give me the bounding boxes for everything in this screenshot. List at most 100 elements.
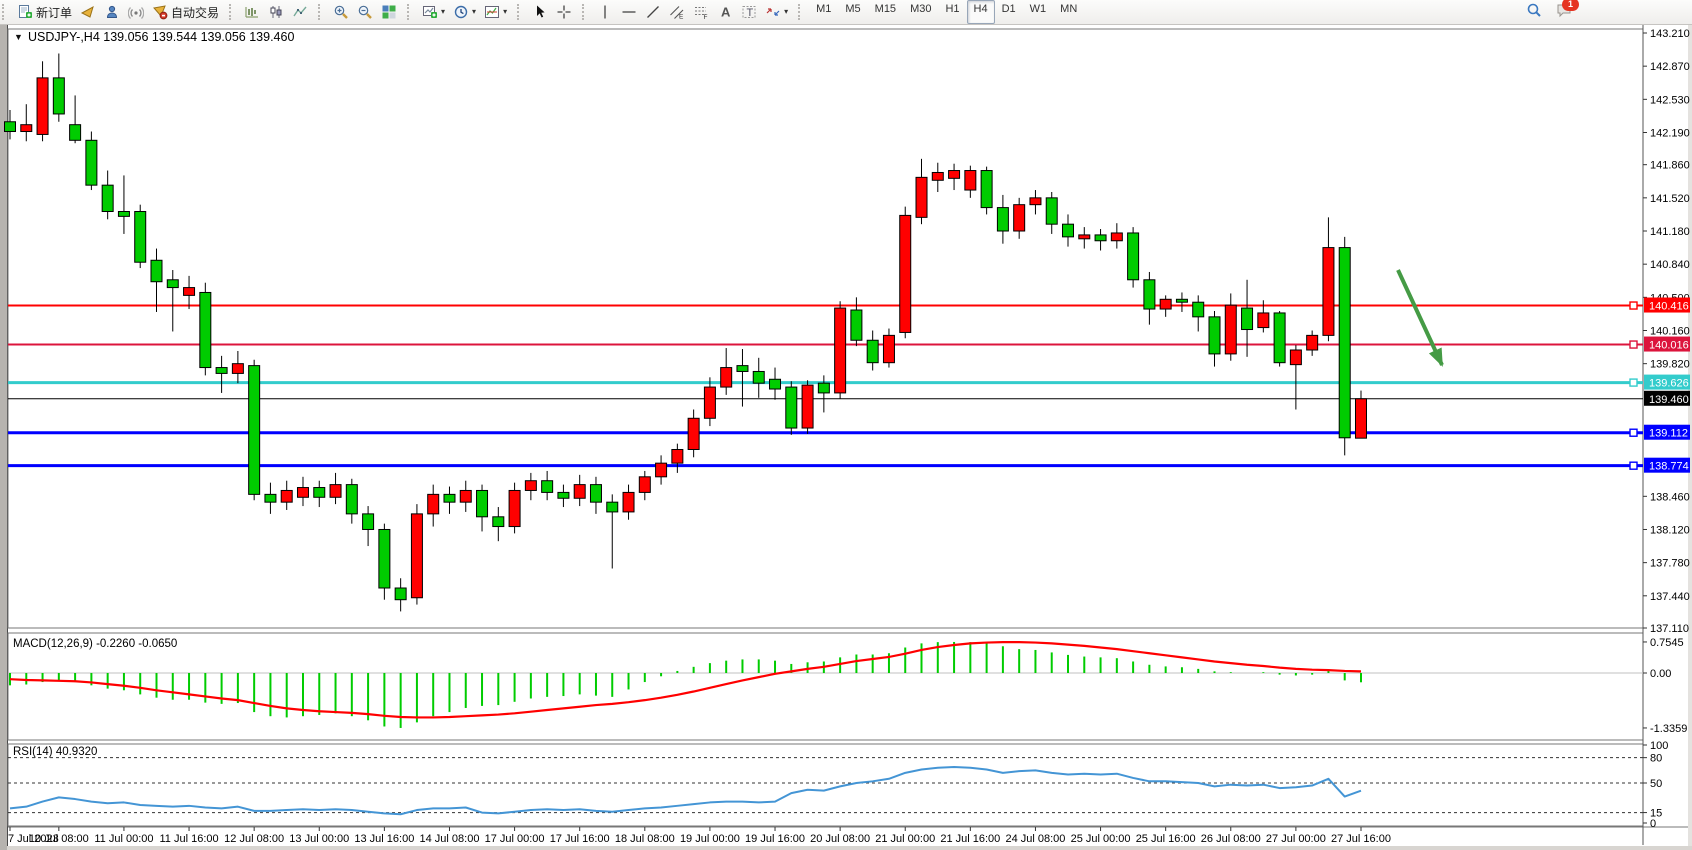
text-button[interactable]: A xyxy=(713,0,737,24)
hline-icon xyxy=(622,11,636,13)
date-tick-label: 21 Jul 16:00 xyxy=(940,833,1000,845)
candle xyxy=(541,480,554,493)
date-tick-label: 19 Jul 00:00 xyxy=(680,833,740,845)
templates-button[interactable]: ▾ xyxy=(480,0,511,24)
metaeditor-button[interactable] xyxy=(76,0,100,24)
macd-histogram xyxy=(9,641,1362,728)
rsi-pane[interactable] xyxy=(7,743,1644,827)
date-tick-label: 17 Jul 16:00 xyxy=(550,833,610,845)
arrows-icon xyxy=(766,8,780,16)
crosshair-button[interactable] xyxy=(552,0,576,24)
date-tick-label: 7 Jul 2023 xyxy=(8,833,59,845)
rsi-scale-label: 80 xyxy=(1650,753,1662,765)
line-handle[interactable] xyxy=(1629,461,1638,470)
timeframe-m15-button[interactable]: M15 xyxy=(874,3,897,15)
date-tick-label: 21 Jul 00:00 xyxy=(875,833,935,845)
macd-scale-label: 0.00 xyxy=(1650,668,1671,680)
zoom-in-icon xyxy=(334,5,348,19)
arrows-button[interactable]: ▾ xyxy=(761,0,792,24)
timeframe-h1-button[interactable]: H1 xyxy=(945,3,960,15)
chart-collapse-icon[interactable]: ▼ xyxy=(14,32,23,42)
candle xyxy=(671,448,684,464)
candle xyxy=(557,491,570,499)
cursor-icon xyxy=(537,5,545,18)
autotrading-button[interactable]: 自动交易 xyxy=(148,0,223,24)
line-handle[interactable] xyxy=(1629,340,1638,349)
equidistant-channel-button[interactable]: E xyxy=(665,0,689,24)
candle xyxy=(931,171,944,181)
rsi-scale-label: 50 xyxy=(1650,778,1662,790)
periods-button[interactable]: ▾ xyxy=(449,0,480,24)
candle xyxy=(378,528,391,589)
date-tick-label: 20 Jul 08:00 xyxy=(810,833,870,845)
zoom-out-button[interactable] xyxy=(353,0,377,24)
macd-scale-label: 0.7545 xyxy=(1650,637,1684,649)
candle xyxy=(573,484,586,499)
autotrading-button-label: 自动交易 xyxy=(171,5,220,20)
line-handle[interactable] xyxy=(1629,301,1638,310)
timeframe-m5-button[interactable]: M5 xyxy=(845,3,861,15)
date-tick-label: 27 Jul 00:00 xyxy=(1266,833,1326,845)
candle xyxy=(329,484,342,498)
candles-icon xyxy=(270,6,282,18)
line-price-label xyxy=(1644,336,1690,352)
timeframe-h4-button[interactable]: H4 xyxy=(966,0,995,24)
line-handle[interactable] xyxy=(1629,428,1638,437)
horizontal-line-button[interactable] xyxy=(617,0,641,24)
trendline-button[interactable] xyxy=(641,0,665,24)
tile-windows-button[interactable] xyxy=(377,0,401,24)
date-tick-label: 11 Jul 16:00 xyxy=(159,833,218,845)
timeframe-m1-button[interactable]: M1 xyxy=(816,3,832,15)
date-tick-label: 26 Jul 08:00 xyxy=(1201,833,1261,845)
new-chart-button[interactable]: ▾ xyxy=(418,0,449,24)
navigator-button[interactable] xyxy=(100,0,124,24)
vertical-line-button[interactable] xyxy=(593,0,617,24)
candle xyxy=(1110,232,1123,242)
date-tick-label: 13 Jul 00:00 xyxy=(289,833,349,845)
search-button[interactable] xyxy=(1526,2,1542,23)
macd-pane[interactable] xyxy=(7,632,1644,741)
timeframe-d1-button[interactable]: D1 xyxy=(1001,3,1016,15)
candle xyxy=(362,513,375,530)
timeframe-w1-button[interactable]: W1 xyxy=(1029,3,1047,15)
price-tick-label: 137.780 xyxy=(1650,558,1690,570)
bars-icon xyxy=(245,7,259,18)
candle xyxy=(1062,223,1075,238)
candle xyxy=(752,370,765,384)
vline-icon xyxy=(604,5,606,19)
candle xyxy=(231,363,244,374)
new-order-button[interactable]: 新订单 xyxy=(13,0,76,24)
chevron-down-icon: ▾ xyxy=(503,7,508,16)
price-pane[interactable] xyxy=(7,28,1644,629)
antenna-icon xyxy=(128,7,145,19)
date-tick-label: 27 Jul 16:00 xyxy=(1331,833,1391,845)
fibonacci-button[interactable]: F xyxy=(689,0,713,24)
price-tick-label: 141.860 xyxy=(1650,160,1690,172)
candle xyxy=(736,365,749,372)
timeframe-m30-button[interactable]: M30 xyxy=(910,3,932,15)
bar-chart-button[interactable] xyxy=(240,0,264,24)
signals-button[interactable] xyxy=(124,0,148,24)
timeframe-mn-button[interactable]: MN xyxy=(1060,3,1078,15)
candle xyxy=(1029,197,1042,206)
main-toolbar: 新订单 自动交易 ▾ ▾ ▾ E F A T ▾ M1 M5 M15 M30 H1 H4 D1 W1 MN 1 xyxy=(0,0,1692,25)
notifications-button[interactable]: 1 xyxy=(1556,0,1579,23)
arrow-annotation[interactable] xyxy=(1396,269,1444,367)
price-tick-label: 142.190 xyxy=(1650,127,1690,139)
candle xyxy=(589,484,602,503)
candle xyxy=(622,491,635,513)
text-label-button[interactable]: T xyxy=(737,0,761,24)
line-price-label-text: 140.016 xyxy=(1649,340,1689,352)
line-chart-button[interactable] xyxy=(288,0,312,24)
cursor-button[interactable] xyxy=(528,0,552,24)
zoom-in-button[interactable] xyxy=(329,0,353,24)
price-tick-label: 137.440 xyxy=(1650,591,1690,603)
toolbar-separator xyxy=(229,4,236,20)
candle xyxy=(1241,307,1254,331)
line-price-label-text: 139.112 xyxy=(1649,428,1688,440)
line-handle[interactable] xyxy=(1629,378,1638,387)
candlestick-chart-button[interactable] xyxy=(264,0,288,24)
date-tick-label: 25 Jul 00:00 xyxy=(1071,833,1131,845)
notification-badge: 1 xyxy=(1562,0,1579,11)
